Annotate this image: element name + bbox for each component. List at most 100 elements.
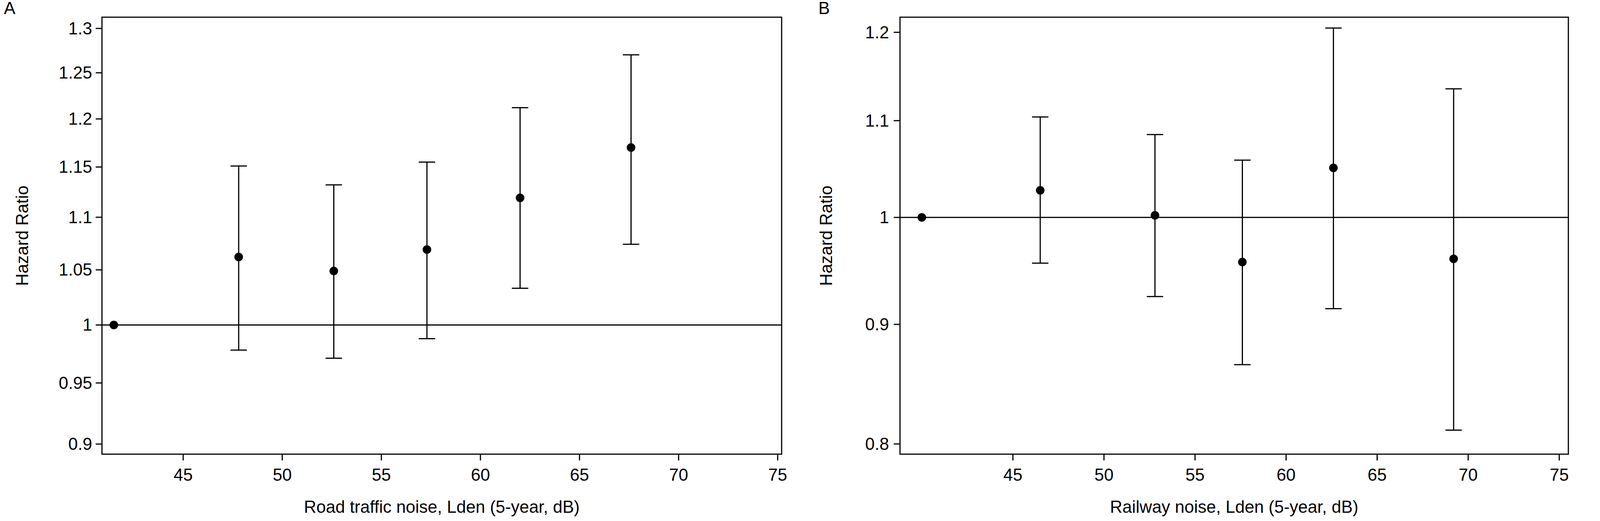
x-tick — [1558, 453, 1560, 461]
point — [1329, 163, 1338, 173]
x-tick — [182, 453, 184, 461]
error-bar-cap — [1445, 88, 1462, 90]
panel: B0.80.911.11.245505560657075Railway nois… — [816, 0, 1569, 517]
point — [109, 320, 118, 329]
point — [626, 142, 636, 152]
x-tick-label: 70 — [669, 464, 689, 484]
error-bar — [1146, 134, 1164, 297]
error-bar — [622, 54, 640, 245]
y-tick-label: 0.9 — [865, 314, 890, 334]
x-tick — [578, 453, 581, 461]
y-tick-label: 1.15 — [58, 157, 93, 177]
x-tick — [380, 453, 383, 461]
x-tick — [281, 453, 283, 461]
point — [1150, 210, 1160, 220]
x-tick — [776, 453, 779, 461]
error-bar — [511, 107, 529, 288]
y-tick — [95, 216, 102, 218]
x-tick-label: 45 — [1003, 464, 1023, 484]
error-bar-cap — [511, 107, 529, 109]
y-tick-label: 0.9 — [68, 433, 93, 454]
y-tick-label: 1.2 — [865, 22, 890, 42]
error-bar-cap — [1445, 429, 1462, 431]
x-tick — [678, 453, 680, 461]
error-bar — [1032, 116, 1049, 263]
error-bar-cap — [1325, 307, 1342, 309]
error-bar-cap — [418, 337, 436, 340]
error-bar-cap — [230, 349, 247, 351]
y-tick — [893, 442, 900, 445]
y-tick — [95, 324, 102, 326]
x-tick — [1012, 453, 1014, 461]
error-bar — [418, 162, 436, 339]
error-bar-cap — [1146, 295, 1164, 297]
y-tick — [95, 118, 102, 120]
figure: A0.90.9511.051.11.151.21.251.34550556065… — [0, 0, 1600, 521]
x-tick — [1103, 453, 1105, 461]
y-tick-label: 1 — [82, 314, 93, 334]
y-tick — [893, 119, 900, 122]
y-tick — [95, 269, 102, 271]
error-bar — [325, 184, 343, 359]
x-tick-label: 60 — [1276, 464, 1296, 484]
y-axis-title: Hazard Ratio — [12, 185, 32, 286]
error-bar — [230, 166, 247, 350]
panel: A0.90.9511.051.11.151.21.251.34550556065… — [3, 0, 788, 517]
error-bar-cap — [622, 54, 640, 56]
error-bar — [1233, 160, 1251, 365]
reference-line — [900, 216, 1569, 218]
reference-line — [101, 324, 782, 326]
plot-area — [900, 28, 1569, 431]
plot-frame — [900, 17, 1569, 454]
error-bar-cap — [1032, 262, 1049, 264]
x-tick-label: 75 — [767, 464, 788, 484]
point — [329, 266, 339, 275]
x-tick — [1376, 453, 1378, 461]
point — [1035, 185, 1045, 195]
error-bar-cap — [1233, 159, 1251, 161]
x-tick-label: 50 — [1094, 464, 1114, 484]
x-axis-title: Railway noise, Lden (5-year, dB) — [1110, 496, 1359, 517]
error-bar-cap — [230, 165, 247, 167]
error-bar-cap — [1325, 27, 1342, 29]
x-tick-label: 45 — [173, 464, 193, 484]
error-bar-cap — [511, 287, 529, 289]
y-tick-label: 1.1 — [865, 110, 890, 131]
y-tick — [95, 382, 102, 384]
x-axis-title: Road traffic noise, Lden (5-year, dB) — [303, 496, 580, 517]
point — [515, 193, 525, 202]
error-bar-cap — [418, 161, 436, 163]
x-tick — [1194, 453, 1196, 461]
point — [1237, 257, 1247, 267]
x-tick-label: 65 — [1367, 464, 1387, 484]
y-tick — [893, 216, 900, 218]
x-tick-label: 55 — [1185, 464, 1205, 484]
y-tick — [95, 443, 102, 445]
x-tick-label: 75 — [1549, 464, 1569, 484]
panel-title: B — [818, 0, 830, 18]
y-tick-label: 1.05 — [58, 259, 93, 279]
y-tick — [893, 323, 900, 325]
y-tick-label: 0.95 — [58, 373, 93, 393]
y-tick-label: 1.1 — [68, 207, 93, 227]
x-tick — [1285, 453, 1287, 461]
point — [1449, 254, 1458, 263]
x-tick-label: 55 — [371, 464, 392, 484]
plot-area — [101, 54, 782, 358]
point — [234, 252, 243, 262]
x-tick-label: 50 — [272, 464, 292, 484]
error-bar-cap — [1233, 363, 1251, 365]
y-tick-label: 1.25 — [58, 62, 93, 83]
panel-title: A — [3, 0, 16, 18]
y-axis-title: Hazard Ratio — [816, 185, 836, 286]
y-tick — [893, 31, 900, 33]
point — [917, 212, 927, 222]
error-bar-cap — [622, 243, 640, 245]
x-tick-label: 70 — [1458, 464, 1478, 484]
y-tick — [95, 27, 102, 29]
y-tick-label: 1.2 — [68, 108, 93, 129]
y-tick-label: 0.8 — [865, 433, 890, 454]
y-tick — [95, 166, 102, 168]
x-tick-label: 60 — [470, 464, 490, 484]
point — [422, 245, 432, 254]
